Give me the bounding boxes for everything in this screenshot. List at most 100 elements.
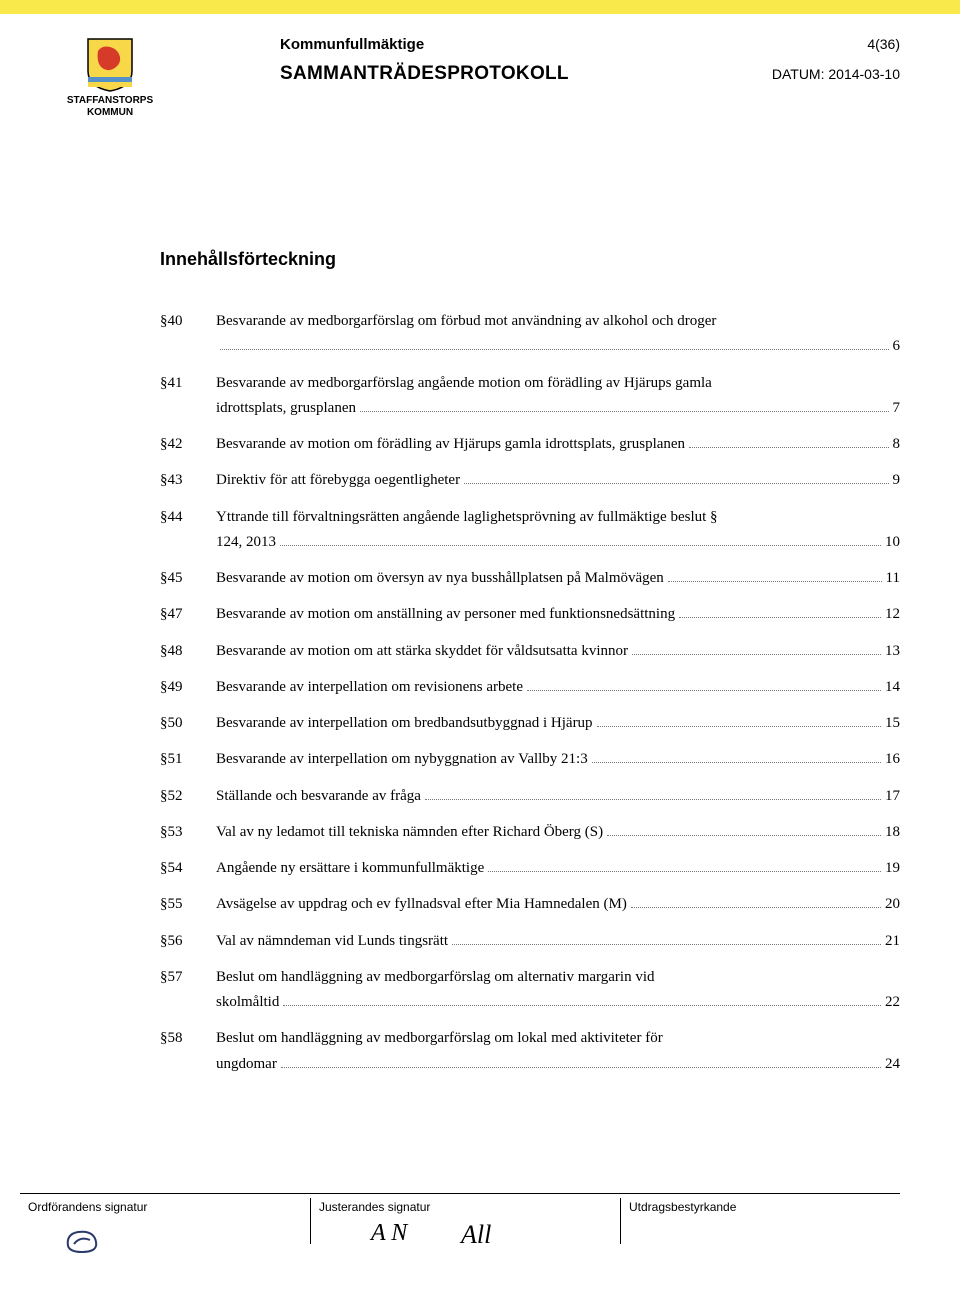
toc-label: Besvarande av motion om översyn av nya b… — [216, 567, 664, 590]
toc-text: Val av nämndeman vid Lunds tingsrätt21 — [216, 930, 900, 953]
toc-text: Beslut om handläggning av medborgarförsl… — [216, 966, 900, 1015]
toc-dotted-line: Besvarande av motion om förädling av Hjä… — [216, 433, 900, 456]
toc-label: ungdomar — [216, 1053, 277, 1076]
footer-chair-signature: Ordförandens signatur — [20, 1198, 310, 1244]
toc-page-number: 22 — [885, 991, 900, 1014]
toc-section-number: §41 — [160, 372, 216, 395]
toc-leader-dots — [597, 726, 881, 727]
toc-section-number: §45 — [160, 567, 216, 590]
toc-section-number: §56 — [160, 930, 216, 953]
toc-leader-dots — [464, 483, 888, 484]
toc-label: Besvarande av motion om förädling av Hjä… — [216, 433, 685, 456]
toc-page-number: 17 — [885, 785, 900, 808]
footer-divider — [20, 1193, 900, 1194]
toc-item: §48Besvarande av motion om att stärka sk… — [160, 640, 900, 663]
toc-label: Angående ny ersättare i kommunfullmäktig… — [216, 857, 484, 880]
toc-item: §54Angående ny ersättare i kommunfullmäk… — [160, 857, 900, 880]
toc-text: Besvarande av motion om översyn av nya b… — [216, 567, 900, 590]
toc-page-number: 15 — [885, 712, 900, 735]
toc-text: Besvarande av motion om att stärka skydd… — [216, 640, 900, 663]
toc-text: Besvarande av motion om förädling av Hjä… — [216, 433, 900, 456]
toc-leader-dots — [592, 762, 881, 763]
toc-item: §52Ställande och besvarande av fråga17 — [160, 785, 900, 808]
toc-page-number: 19 — [885, 857, 900, 880]
toc-page-number: 9 — [893, 469, 901, 492]
highlight-bar — [0, 0, 960, 14]
toc-wrap-line: Besvarande av medborgarförslag om förbud… — [216, 310, 900, 333]
header-line1: Kommunfullmäktige 4(36) — [280, 36, 900, 53]
page-number: 4(36) — [867, 36, 900, 52]
toc-page-number: 16 — [885, 748, 900, 771]
toc-wrap-line: Beslut om handläggning av medborgarförsl… — [216, 966, 900, 989]
toc-dotted-line: skolmåltid22 — [216, 991, 900, 1014]
toc-label: Besvarande av interpellation om revision… — [216, 676, 523, 699]
toc-text: Yttrande till förvaltningsrätten angåend… — [216, 506, 900, 555]
toc-section-number: §48 — [160, 640, 216, 663]
toc-item: §49Besvarande av interpellation om revis… — [160, 676, 900, 699]
toc-label: Besvarande av interpellation om nybyggna… — [216, 748, 588, 771]
toc-leader-dots — [425, 799, 881, 800]
toc-item: §58Beslut om handläggning av medborgarfö… — [160, 1027, 900, 1076]
toc-item: §51Besvarande av interpellation om nybyg… — [160, 748, 900, 771]
toc-dotted-line: Angående ny ersättare i kommunfullmäktig… — [216, 857, 900, 880]
toc-leader-dots — [220, 349, 889, 350]
document-date: DATUM: 2014-03-10 — [772, 66, 900, 82]
toc-dotted-line: Besvarande av motion om att stärka skydd… — [216, 640, 900, 663]
toc-item: §43Direktiv för att förebygga oegentligh… — [160, 469, 900, 492]
toc-dotted-line: idrottsplats, grusplanen7 — [216, 397, 900, 420]
toc-leader-dots — [679, 617, 881, 618]
toc-section-number: §55 — [160, 893, 216, 916]
toc-leader-dots — [360, 411, 889, 412]
toc-text: Besvarande av interpellation om revision… — [216, 676, 900, 699]
toc-leader-dots — [281, 1067, 881, 1068]
signature-mark-icon — [60, 1222, 110, 1256]
toc-text: Besvarande av interpellation om bredband… — [216, 712, 900, 735]
toc-page-number: 18 — [885, 821, 900, 844]
toc-text: Besvarande av interpellation om nybyggna… — [216, 748, 900, 771]
toc-section-number: §49 — [160, 676, 216, 699]
toc-text: Besvarande av motion om anställning av p… — [216, 603, 900, 626]
toc-text: Avsägelse av uppdrag och ev fyllnadsval … — [216, 893, 900, 916]
toc-item: §40Besvarande av medborgarförslag om för… — [160, 310, 900, 359]
toc-dotted-line: Besvarande av motion om anställning av p… — [216, 603, 900, 626]
toc-label: Besvarande av motion om att stärka skydd… — [216, 640, 628, 663]
toc-label: Direktiv för att förebygga oegentlighete… — [216, 469, 460, 492]
toc-item: §53Val av ny ledamot till tekniska nämnd… — [160, 821, 900, 844]
municipality-shield-icon — [86, 37, 134, 93]
toc-item: §55Avsägelse av uppdrag och ev fyllnadsv… — [160, 893, 900, 916]
toc-item: §41Besvarande av medborgarförslag angåen… — [160, 372, 900, 421]
toc-text: Val av ny ledamot till tekniska nämnden … — [216, 821, 900, 844]
footer-col1-label: Ordförandens signatur — [28, 1200, 147, 1214]
toc-section-number: §44 — [160, 506, 216, 529]
toc-item: §45Besvarande av motion om översyn av ny… — [160, 567, 900, 590]
toc-text: Beslut om handläggning av medborgarförsl… — [216, 1027, 900, 1076]
toc-section-number: §53 — [160, 821, 216, 844]
toc-dotted-line: Ställande och besvarande av fråga 17 — [216, 785, 900, 808]
toc-leader-dots — [607, 835, 881, 836]
toc-leader-dots — [668, 581, 882, 582]
toc-wrap-line: Yttrande till förvaltningsrätten angåend… — [216, 506, 900, 529]
toc-item: §47Besvarande av motion om anställning a… — [160, 603, 900, 626]
toc-item: §44Yttrande till förvaltningsrätten angå… — [160, 506, 900, 555]
toc-section-number: §57 — [160, 966, 216, 989]
toc-leader-dots — [632, 654, 881, 655]
toc-dotted-line: 124, 201310 — [216, 531, 900, 554]
toc-text: Besvarande av medborgarförslag angående … — [216, 372, 900, 421]
toc-page-number: 6 — [893, 335, 901, 358]
toc-section-number: §58 — [160, 1027, 216, 1050]
toc-item: §42Besvarande av motion om förädling av … — [160, 433, 900, 456]
toc-page-number: 13 — [885, 640, 900, 663]
page-footer: Ordförandens signatur Justerandes signat… — [20, 1193, 900, 1244]
org-name: STAFFANSTORPS KOMMUN — [67, 95, 153, 119]
toc-item: §56Val av nämndeman vid Lunds tingsrätt2… — [160, 930, 900, 953]
toc-text: Direktiv för att förebygga oegentlighete… — [216, 469, 900, 492]
header-line2: SAMMANTRÄDESPROTOKOLL DATUM: 2014-03-10 — [280, 63, 900, 85]
toc-item: §57Beslut om handläggning av medborgarfö… — [160, 966, 900, 1015]
toc-page-number: 11 — [886, 567, 900, 590]
toc-wrap-line: Besvarande av medborgarförslag angående … — [216, 372, 900, 395]
toc-leader-dots — [280, 545, 881, 546]
toc-wrap-line: Beslut om handläggning av medborgarförsl… — [216, 1027, 900, 1050]
toc-label: Ställande och besvarande av fråga — [216, 785, 421, 808]
signature-initials-1: A N — [371, 1220, 407, 1247]
toc-dotted-line: Besvarande av interpellation om revision… — [216, 676, 900, 699]
